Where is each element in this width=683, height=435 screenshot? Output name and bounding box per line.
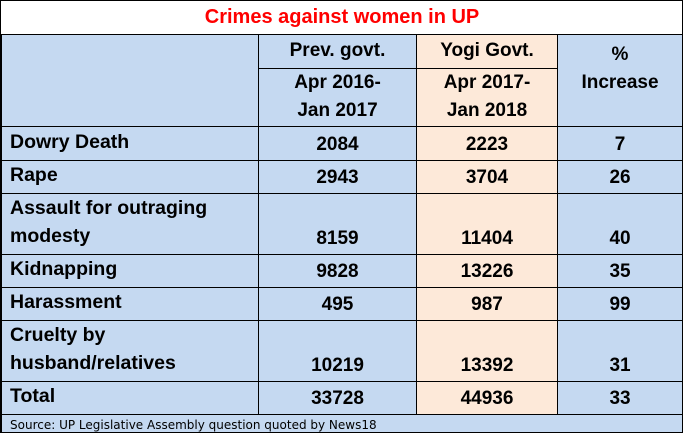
header-prev-govt: Prev. govt. [258, 33, 417, 69]
table-row: Kidnapping 9828 13226 35 [1, 253, 682, 288]
table-row: Dowry Death 2084 2223 7 [1, 125, 682, 161]
row-label: Kidnapping [1, 253, 259, 288]
source-note: Source: UP Legislative Assembly question… [1, 413, 682, 432]
yogi-value: 3704 [416, 159, 558, 194]
header-prev-period: Apr 2016- Jan 2017 [258, 67, 417, 127]
row-label-line: Kidnapping [10, 257, 118, 280]
prev-value: 8159 [258, 192, 417, 255]
header-pct-increase: % Increase [556, 33, 682, 127]
prev-period-start: Apr 2016- [294, 72, 381, 93]
row-label-line: Rape [10, 163, 58, 186]
pct-increase-value: 99 [556, 286, 682, 321]
row-label: Rape [1, 159, 259, 194]
table-row: Harassment 495 987 99 [1, 286, 682, 321]
row-label: Total [1, 380, 259, 415]
prev-value: 2084 [258, 125, 417, 161]
yogi-value: 11404 [416, 192, 558, 255]
row-label-line: Assault for outraging [10, 196, 208, 219]
header-yogi-govt: Yogi Govt. [416, 33, 558, 69]
row-label-line: Harassment [10, 290, 122, 313]
table-title: Crimes against women in UP [1, 1, 682, 35]
yogi-period-end: Jan 2018 [446, 100, 528, 121]
table-row: Cruelty by husband/relatives 10219 13392 31 [1, 319, 682, 382]
table-row: Assault for outraging modesty 8159 11404 40 [1, 192, 682, 255]
header-pct-label: Increase [581, 71, 659, 93]
header-yogi-period: Apr 2017- Jan 2018 [416, 67, 558, 127]
table-row: Rape 2943 3704 26 [1, 159, 682, 194]
yogi-period-start: Apr 2017- [443, 72, 531, 93]
header-pct-symbol: % [611, 43, 629, 65]
prev-value: 495 [258, 286, 417, 321]
row-label: Dowry Death [1, 125, 259, 161]
row-label: Harassment [1, 286, 259, 321]
yogi-value: 2223 [416, 125, 558, 161]
pct-increase-value: 35 [556, 253, 682, 288]
yogi-value: 13226 [416, 253, 558, 288]
yogi-value: 13392 [416, 319, 558, 382]
prev-value: 2943 [258, 159, 417, 194]
row-label-line: modesty [10, 224, 91, 247]
row-label-line: Cruelty by [10, 323, 106, 346]
pct-increase-value: 40 [556, 192, 682, 255]
table-row: Total 33728 44936 33 [1, 380, 682, 415]
row-label-line: Dowry Death [10, 130, 130, 153]
header-blank [1, 33, 259, 127]
yogi-value: 44936 [416, 380, 558, 415]
row-label-line: husband/relatives [10, 351, 176, 374]
pct-increase-value: 26 [556, 159, 682, 194]
prev-period-end: Jan 2017 [297, 100, 378, 121]
prev-value: 33728 [258, 380, 417, 415]
prev-value: 9828 [258, 253, 417, 288]
pct-increase-value: 31 [556, 319, 682, 382]
yogi-value: 987 [416, 286, 558, 321]
prev-value: 10219 [258, 319, 417, 382]
row-label: Cruelty by husband/relatives [1, 319, 259, 382]
row-label: Assault for outraging modesty [1, 192, 259, 255]
pct-increase-value: 33 [556, 380, 682, 415]
row-label-line: Total [10, 384, 56, 407]
pct-increase-value: 7 [556, 125, 682, 161]
